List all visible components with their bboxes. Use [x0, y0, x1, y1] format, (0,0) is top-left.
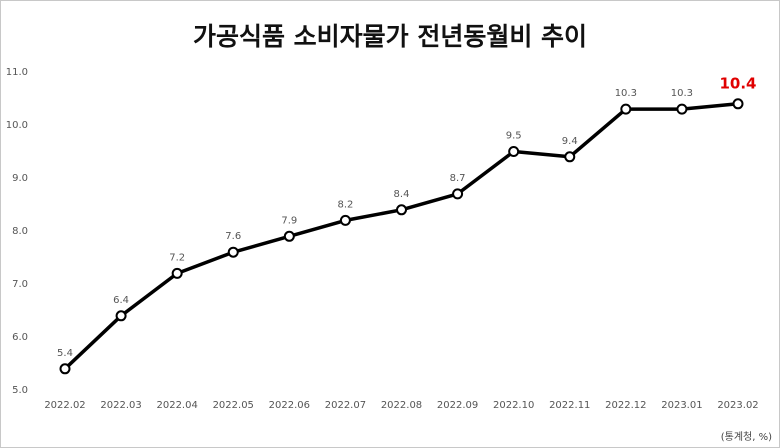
- data-point: [508, 146, 520, 157]
- y-tick-label: 10.0: [6, 120, 28, 131]
- value-label: 9.5: [506, 131, 522, 142]
- y-tick-label: 5.0: [12, 385, 28, 396]
- data-point: [227, 246, 239, 258]
- value-label: 7.9: [281, 215, 297, 226]
- x-tick-label: 2022.05: [213, 400, 254, 411]
- x-tick-label: 2022.04: [156, 400, 197, 411]
- value-label: 10.3: [615, 88, 637, 99]
- data-point: [452, 188, 464, 200]
- x-tick-label: 2023.01: [661, 400, 702, 411]
- y-tick-label: 11.0: [6, 67, 28, 78]
- x-tick-label: 2022.09: [437, 400, 478, 411]
- value-label: 10.3: [671, 88, 693, 99]
- x-tick-label: 2022.07: [325, 400, 366, 411]
- data-point: [396, 204, 407, 216]
- value-label: 7.2: [169, 252, 185, 263]
- data-point: [620, 103, 632, 115]
- y-tick-label: 6.0: [12, 332, 28, 343]
- value-label: 7.6: [225, 231, 241, 242]
- y-tick-label: 8.0: [12, 226, 28, 237]
- x-tick-label: 2022.02: [44, 400, 85, 411]
- source-note: (통계청, %): [721, 431, 772, 443]
- x-tick-label: 2022.08: [381, 400, 422, 411]
- data-point: [171, 267, 183, 279]
- x-tick-label: 2022.12: [605, 400, 646, 411]
- data-point: [59, 363, 71, 375]
- value-label: 9.4: [562, 136, 578, 147]
- x-tick-label: 2023.02: [717, 400, 758, 411]
- x-tick-label: 2022.03: [100, 400, 141, 411]
- data-point: [283, 230, 295, 242]
- data-point: [115, 310, 127, 322]
- value-label: 6.4: [113, 295, 129, 306]
- value-label: 8.2: [337, 199, 353, 210]
- value-label: 5.4: [57, 348, 73, 359]
- y-tick-label: 7.0: [12, 279, 28, 290]
- value-label: 8.4: [394, 189, 410, 200]
- value-label: 8.7: [450, 173, 466, 184]
- chart-title: 가공식품 소비자물가 전년동월비 추이: [193, 22, 587, 51]
- x-tick-label: 2022.06: [269, 400, 310, 411]
- data-point: [564, 151, 576, 163]
- data-point: [732, 98, 744, 110]
- x-tick-label: 2022.11: [549, 400, 590, 411]
- x-tick-label: 2022.10: [493, 400, 534, 411]
- data-point: [676, 103, 688, 115]
- y-tick-label: 9.0: [12, 173, 28, 184]
- data-point: [339, 214, 351, 226]
- value-label: 10.4: [719, 74, 756, 92]
